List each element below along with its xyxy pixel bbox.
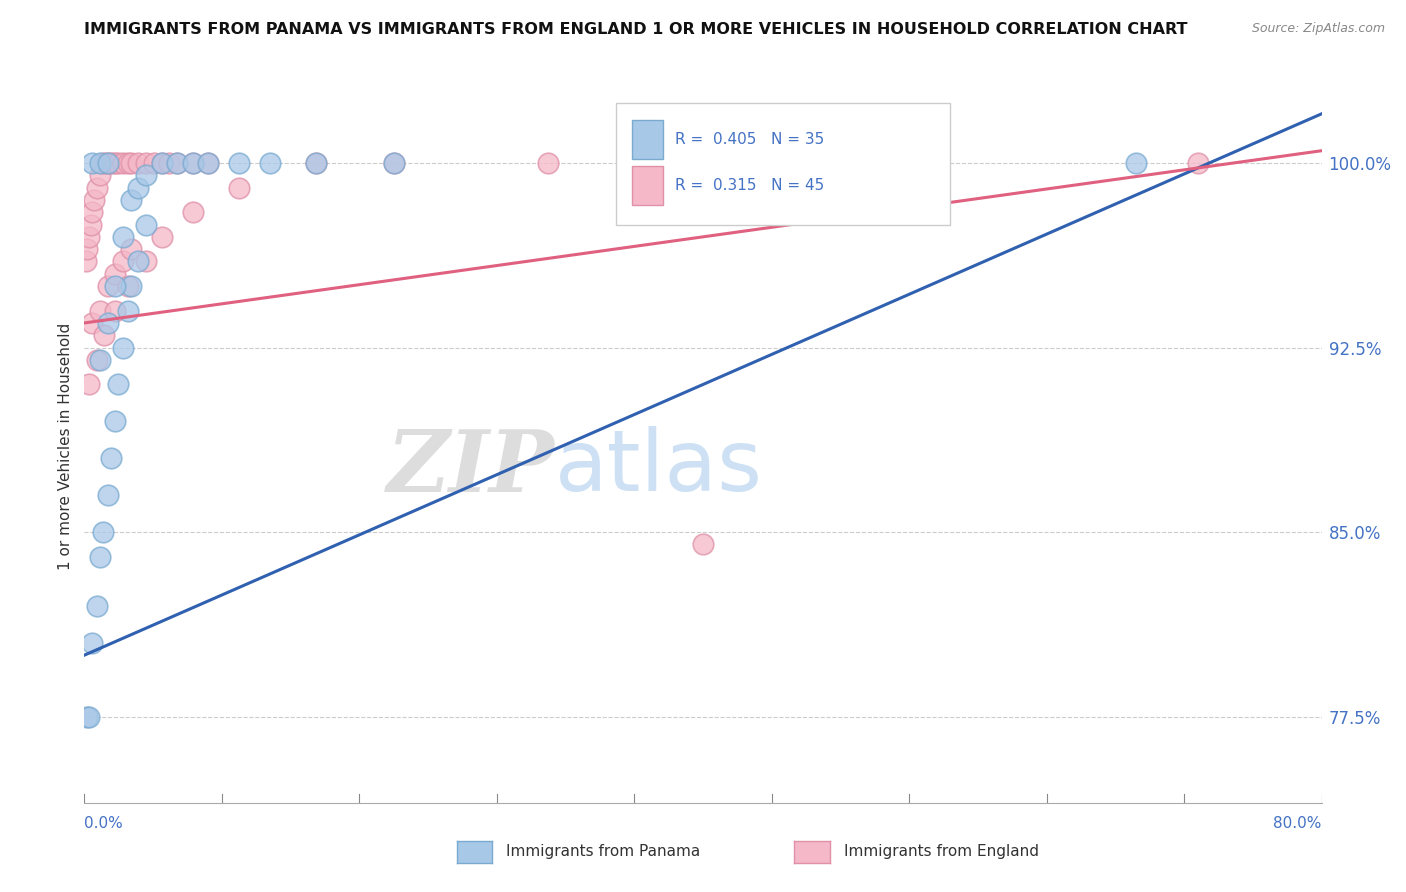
Point (77, 230, 100, 244)
Point (150, 230, 173, 244)
Point (159, 156, 180, 170)
Point (135, 156, 157, 170)
Point (86, 352, 108, 367)
Text: Immigrants from Panama: Immigrants from Panama (506, 845, 700, 859)
Point (135, 254, 157, 268)
Point (112, 341, 135, 355)
Point (96, 316, 118, 330)
Point (181, 205, 204, 219)
Text: atlas: atlas (554, 425, 762, 509)
FancyBboxPatch shape (633, 120, 664, 159)
Point (86, 180, 108, 194)
Point (120, 242, 142, 256)
Point (112, 230, 135, 244)
Text: IMMIGRANTS FROM PANAMA VS IMMIGRANTS FROM ENGLAND 1 OR MORE VEHICLES IN HOUSEHOL: IMMIGRANTS FROM PANAMA VS IMMIGRANTS FRO… (84, 22, 1188, 37)
Point (77, 709, 100, 723)
Point (181, 156, 204, 170)
Point (382, 156, 405, 170)
Point (150, 156, 173, 170)
Point (150, 156, 173, 170)
Text: Immigrants from England: Immigrants from England (844, 845, 1039, 859)
Point (197, 156, 219, 170)
Point (120, 156, 142, 170)
Point (75, 254, 97, 268)
Point (104, 303, 127, 318)
Point (382, 156, 405, 170)
Point (537, 156, 560, 170)
Point (104, 267, 127, 281)
Point (1125, 156, 1147, 170)
Point (305, 156, 328, 170)
Point (98, 156, 121, 170)
Point (228, 180, 250, 194)
Point (143, 156, 166, 170)
Point (94, 156, 117, 170)
Point (112, 254, 135, 268)
Point (259, 156, 281, 170)
Text: Source: ZipAtlas.com: Source: ZipAtlas.com (1251, 22, 1385, 36)
Point (127, 156, 149, 170)
Point (82, 205, 104, 219)
Point (82, 636, 104, 650)
FancyBboxPatch shape (616, 103, 950, 225)
Point (82, 156, 104, 170)
Point (93, 328, 115, 343)
Point (135, 169, 157, 183)
Point (117, 303, 139, 318)
Point (181, 156, 204, 170)
Point (89, 156, 111, 170)
Point (127, 180, 149, 194)
Point (86, 599, 108, 613)
Point (82, 316, 104, 330)
Point (91, 156, 114, 170)
Point (96, 156, 118, 170)
Point (76, 709, 98, 723)
Point (120, 279, 142, 293)
Point (692, 537, 714, 551)
Point (101, 156, 124, 170)
Point (166, 156, 188, 170)
Point (166, 156, 188, 170)
Point (117, 156, 139, 170)
Point (305, 156, 328, 170)
Point (79, 218, 101, 232)
Text: 0.0%: 0.0% (84, 816, 124, 831)
Point (77, 377, 100, 392)
Point (127, 254, 149, 268)
Text: R =  0.315   N = 45: R = 0.315 N = 45 (675, 178, 824, 193)
Point (135, 218, 157, 232)
Text: ZIP: ZIP (387, 425, 554, 509)
FancyBboxPatch shape (633, 166, 664, 205)
Text: R =  0.405   N = 35: R = 0.405 N = 35 (675, 132, 824, 146)
Point (89, 303, 111, 318)
Point (96, 279, 118, 293)
Point (104, 414, 127, 428)
Point (228, 156, 250, 170)
Point (89, 549, 111, 564)
Point (924, 156, 946, 170)
Point (1187, 156, 1209, 170)
Point (89, 169, 111, 183)
Point (104, 156, 127, 170)
Text: 80.0%: 80.0% (1274, 816, 1322, 831)
Point (89, 352, 111, 367)
Point (112, 156, 135, 170)
Point (76, 242, 98, 256)
Point (107, 156, 129, 170)
Point (104, 279, 127, 293)
Point (100, 451, 122, 466)
Point (117, 279, 139, 293)
Y-axis label: 1 or more Vehicles in Household: 1 or more Vehicles in Household (58, 322, 73, 570)
Point (96, 488, 118, 502)
Point (91, 525, 114, 540)
Point (120, 193, 142, 207)
Point (107, 377, 129, 392)
Point (197, 156, 219, 170)
Point (83, 193, 105, 207)
